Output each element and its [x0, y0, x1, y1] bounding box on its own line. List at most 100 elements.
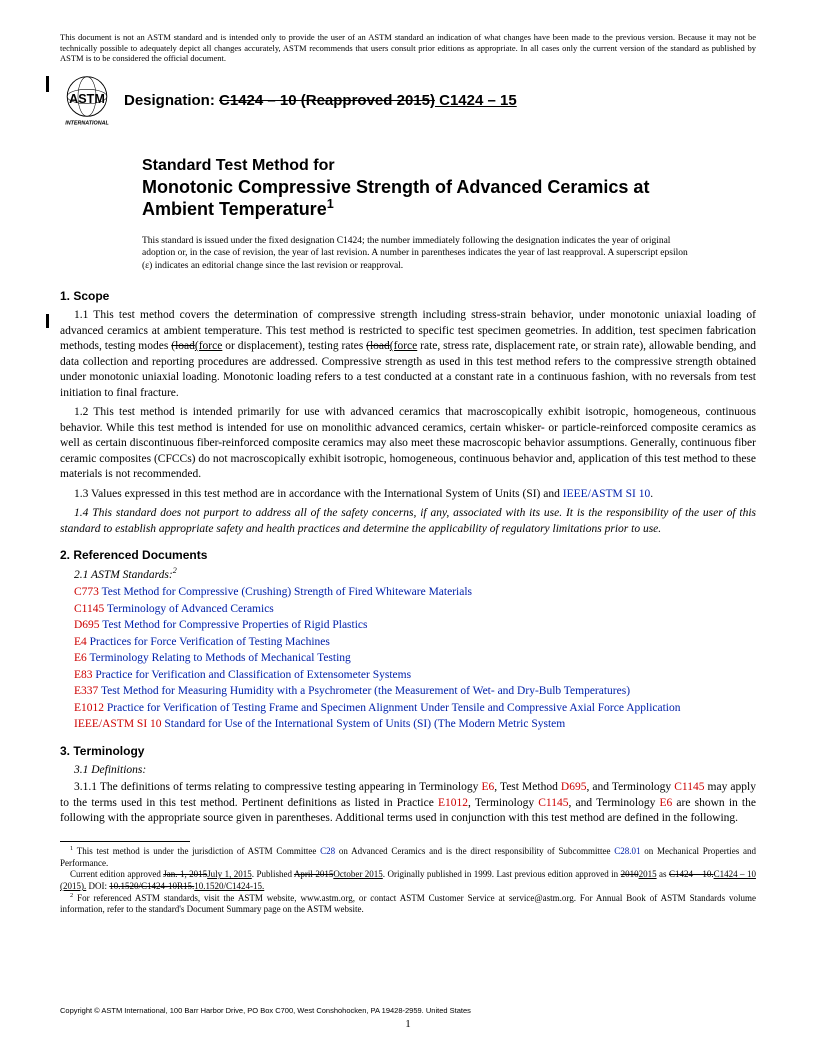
- link-e1012[interactable]: E1012: [438, 797, 468, 809]
- ref-title[interactable]: Standard for Use of the International Sy…: [162, 718, 566, 730]
- refs-heading: 2. Referenced Documents: [60, 547, 756, 563]
- para-1-3: 1.3 Values expressed in this test method…: [60, 487, 756, 503]
- ref-line: C1145 Terminology of Advanced Ceramics: [60, 602, 756, 618]
- ref-code[interactable]: C1145: [74, 603, 104, 615]
- ref-code[interactable]: E6: [74, 652, 87, 664]
- ref-title[interactable]: Practice for Verification of Testing Fra…: [104, 702, 680, 714]
- f1s3: 2010: [621, 869, 639, 879]
- designation-old: C1424 – 10 (Reapproved 2015): [219, 92, 435, 109]
- p11u2: (force: [390, 340, 417, 352]
- footnote-rule: [60, 841, 190, 842]
- f2: For referenced ASTM standards, visit the…: [60, 893, 756, 915]
- link-c1145-a[interactable]: C1145: [674, 781, 704, 793]
- ref-code[interactable]: C773: [74, 586, 99, 598]
- ref-code[interactable]: E337: [74, 685, 98, 697]
- link-e6-a[interactable]: E6: [481, 781, 494, 793]
- ref-line: E1012 Practice for Verification of Testi…: [60, 701, 756, 717]
- ref-title[interactable]: Practices for Force Verification of Test…: [87, 636, 330, 648]
- f1s5: 10.1520/C1424-10R15.: [109, 881, 194, 891]
- footnote-1b: Current edition approved Jan. 1, 2015Jul…: [60, 869, 756, 892]
- svg-text:ASTM: ASTM: [69, 92, 105, 106]
- disclaimer-text: This document is not an ASTM standard an…: [60, 32, 756, 64]
- t1: 3.1.1 The definitions of terms relating …: [74, 781, 481, 793]
- link-e6-b[interactable]: E6: [659, 797, 672, 809]
- para-1-1: 1.1 This test method covers the determin…: [60, 308, 756, 401]
- link-c1145-b[interactable]: C1145: [538, 797, 568, 809]
- s2sub: 2.1 ASTM Standards:: [74, 569, 173, 581]
- ref-title[interactable]: Practice for Verification and Classifica…: [93, 669, 412, 681]
- p13a: 1.3 Values expressed in this test method…: [74, 488, 563, 500]
- para-1-2: 1.2 This test method is intended primari…: [60, 405, 756, 483]
- link-c28[interactable]: C28: [320, 846, 335, 856]
- change-bar-1: [46, 76, 49, 92]
- ref-title[interactable]: Test Method for Measuring Humidity with …: [98, 685, 630, 697]
- ref-line: E83 Practice for Verification and Classi…: [60, 668, 756, 684]
- para-3-1-1: 3.1.1 The definitions of terms relating …: [60, 780, 756, 827]
- title-block: Standard Test Method for Monotonic Compr…: [142, 156, 716, 221]
- f1u2: October 2015: [333, 869, 382, 879]
- page-number: 1: [0, 1017, 816, 1032]
- link-c2801[interactable]: C28.01: [614, 846, 640, 856]
- ref-title[interactable]: Terminology of Advanced Ceramics: [104, 603, 274, 615]
- title-sup: 1: [327, 197, 334, 211]
- ref-title[interactable]: Test Method for Compressive (Crushing) S…: [99, 586, 472, 598]
- p11s1: (load: [171, 340, 195, 352]
- astm-logo: ASTM INTERNATIONAL: [60, 74, 114, 128]
- f1d: Current edition approved: [70, 869, 163, 879]
- t3: , and Terminology: [586, 781, 674, 793]
- ref-line: E4 Practices for Force Verification of T…: [60, 635, 756, 651]
- f1s4: C1424 – 10.: [669, 869, 714, 879]
- svg-text:INTERNATIONAL: INTERNATIONAL: [65, 120, 109, 126]
- s2sup: 2: [173, 566, 177, 575]
- f1g: as: [657, 869, 669, 879]
- ref-line: D695 Test Method for Compressive Propert…: [60, 618, 756, 634]
- ref-title[interactable]: Test Method for Compressive Properties o…: [100, 619, 368, 631]
- f1a: This test method is under the jurisdicti…: [73, 846, 320, 856]
- title-lead: Standard Test Method for: [142, 156, 716, 176]
- copyright: Copyright © ASTM International, 100 Barr…: [60, 1006, 471, 1016]
- ref-code[interactable]: E1012: [74, 702, 104, 714]
- t2: , Test Method: [494, 781, 561, 793]
- term-heading: 3. Terminology: [60, 743, 756, 759]
- refs-subhead: 2.1 ASTM Standards:2: [60, 568, 756, 584]
- ref-code[interactable]: D695: [74, 619, 100, 631]
- t6: , and Terminology: [568, 797, 659, 809]
- f1s2: April 2015: [294, 869, 333, 879]
- f1b: on Advanced Ceramics and is the direct r…: [335, 846, 614, 856]
- designation-new: C1424 – 15: [435, 92, 517, 109]
- term-subhead: 3.1 Definitions:: [60, 763, 756, 779]
- header-row: ASTM INTERNATIONAL Designation: C1424 – …: [60, 74, 756, 128]
- p11s2: (load: [366, 340, 390, 352]
- ref-title[interactable]: Terminology Relating to Methods of Mecha…: [87, 652, 351, 664]
- ref-code[interactable]: IEEE/ASTM SI 10: [74, 718, 162, 730]
- footnote-2: 2 For referenced ASTM standards, visit t…: [60, 893, 756, 916]
- f1u5: 10.1520/C1424-15.: [194, 881, 264, 891]
- p11u1: (force: [195, 340, 222, 352]
- f1e: . Published: [252, 869, 294, 879]
- title-main: Monotonic Compressive Strength of Advanc…: [142, 176, 716, 221]
- footnote-1: 1 This test method is under the jurisdic…: [60, 846, 756, 869]
- ref-code[interactable]: E83: [74, 669, 93, 681]
- f1u1: July 1, 2015: [207, 869, 252, 879]
- designation-label: Designation:: [124, 92, 219, 109]
- change-bar-2: [46, 314, 49, 328]
- ref-line: E337 Test Method for Measuring Humidity …: [60, 684, 756, 700]
- link-d695[interactable]: D695: [561, 781, 587, 793]
- f1h: DOI:: [86, 881, 109, 891]
- scope-heading: 1. Scope: [60, 288, 756, 304]
- para-1-4: 1.4 This standard does not purport to ad…: [60, 506, 756, 537]
- designation: Designation: C1424 – 10 (Reapproved 2015…: [124, 91, 517, 111]
- issuance-note: This standard is issued under the fixed …: [142, 235, 696, 272]
- ref-line: E6 Terminology Relating to Methods of Me…: [60, 651, 756, 667]
- p11b: or displacement), testing rates: [222, 340, 366, 352]
- title-main-text: Monotonic Compressive Strength of Advanc…: [142, 177, 649, 220]
- ref-code[interactable]: E4: [74, 636, 87, 648]
- f1u3: 2015: [639, 869, 657, 879]
- t5: , Terminology: [468, 797, 538, 809]
- ref-line: IEEE/ASTM SI 10 Standard for Use of the …: [60, 717, 756, 733]
- link-ieee-si10[interactable]: IEEE/ASTM SI 10: [563, 488, 651, 500]
- ref-line: C773 Test Method for Compressive (Crushi…: [60, 585, 756, 601]
- f1f: . Originally published in 1999. Last pre…: [383, 869, 621, 879]
- p13b: .: [650, 488, 653, 500]
- f1s1: Jan. 1, 2015: [163, 869, 207, 879]
